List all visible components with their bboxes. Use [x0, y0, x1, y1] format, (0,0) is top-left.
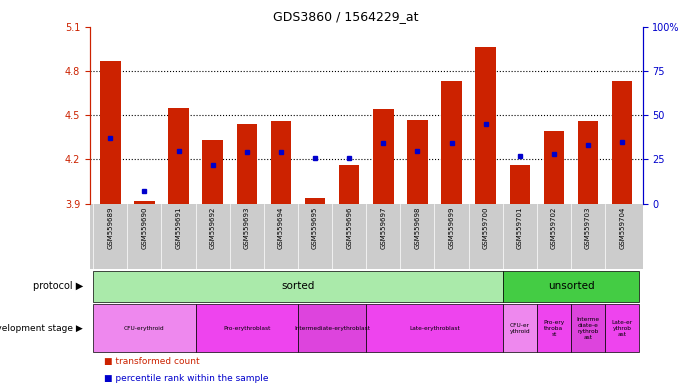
Text: GSM559690: GSM559690 — [142, 207, 147, 249]
Bar — [305, 198, 325, 204]
Text: GSM559694: GSM559694 — [278, 207, 284, 249]
Text: CFU-er
ythroid: CFU-er ythroid — [509, 323, 530, 334]
Bar — [442, 81, 462, 204]
Bar — [578, 121, 598, 204]
Bar — [100, 61, 120, 204]
Bar — [537, 305, 571, 352]
Text: GSM559696: GSM559696 — [346, 207, 352, 249]
Text: Late-erythroblast: Late-erythroblast — [409, 326, 460, 331]
Bar — [605, 305, 639, 352]
Text: GSM559689: GSM559689 — [107, 207, 113, 249]
Text: GSM559698: GSM559698 — [415, 207, 420, 249]
Text: GDS3860 / 1564229_at: GDS3860 / 1564229_at — [273, 10, 418, 23]
Bar — [571, 305, 605, 352]
Text: development stage ▶: development stage ▶ — [0, 324, 83, 333]
Bar — [339, 165, 359, 204]
Text: sorted: sorted — [281, 281, 314, 291]
Text: Pro-erythroblast: Pro-erythroblast — [223, 326, 270, 331]
Text: Interme
diate-e
rythrob
ast: Interme diate-e rythrob ast — [576, 317, 600, 339]
Bar — [544, 131, 564, 204]
Text: ■ percentile rank within the sample: ■ percentile rank within the sample — [104, 374, 268, 383]
Text: CFU-erythroid: CFU-erythroid — [124, 326, 164, 331]
Text: GSM559699: GSM559699 — [448, 207, 455, 249]
Text: Intermediate-erythroblast: Intermediate-erythroblast — [294, 326, 370, 331]
Bar — [134, 200, 155, 204]
Bar — [93, 270, 503, 302]
Bar — [503, 305, 537, 352]
Bar — [366, 305, 503, 352]
Bar — [271, 121, 291, 204]
Bar — [509, 165, 530, 204]
Bar — [298, 305, 366, 352]
Text: GSM559704: GSM559704 — [619, 207, 625, 249]
Text: GSM559691: GSM559691 — [176, 207, 182, 249]
Bar — [503, 270, 639, 302]
Text: GSM559697: GSM559697 — [380, 207, 386, 249]
Text: unsorted: unsorted — [548, 281, 594, 291]
Bar — [236, 124, 257, 204]
Bar — [202, 140, 223, 204]
Text: Pro-ery
throba
st: Pro-ery throba st — [543, 320, 565, 337]
Bar — [196, 305, 298, 352]
Text: GSM559693: GSM559693 — [244, 207, 250, 249]
Bar — [407, 120, 428, 204]
Bar — [169, 108, 189, 204]
Text: Late-er
ythrob
ast: Late-er ythrob ast — [612, 320, 633, 337]
Text: ■ transformed count: ■ transformed count — [104, 357, 199, 366]
Bar — [373, 109, 394, 204]
Text: GSM559692: GSM559692 — [209, 207, 216, 249]
Text: GSM559702: GSM559702 — [551, 207, 557, 249]
Bar — [612, 81, 632, 204]
Bar — [475, 48, 496, 204]
Text: protocol ▶: protocol ▶ — [32, 281, 83, 291]
Text: GSM559695: GSM559695 — [312, 207, 318, 249]
Text: GSM559701: GSM559701 — [517, 207, 523, 249]
Text: GSM559703: GSM559703 — [585, 207, 591, 249]
Text: GSM559700: GSM559700 — [482, 207, 489, 249]
Bar — [93, 305, 196, 352]
